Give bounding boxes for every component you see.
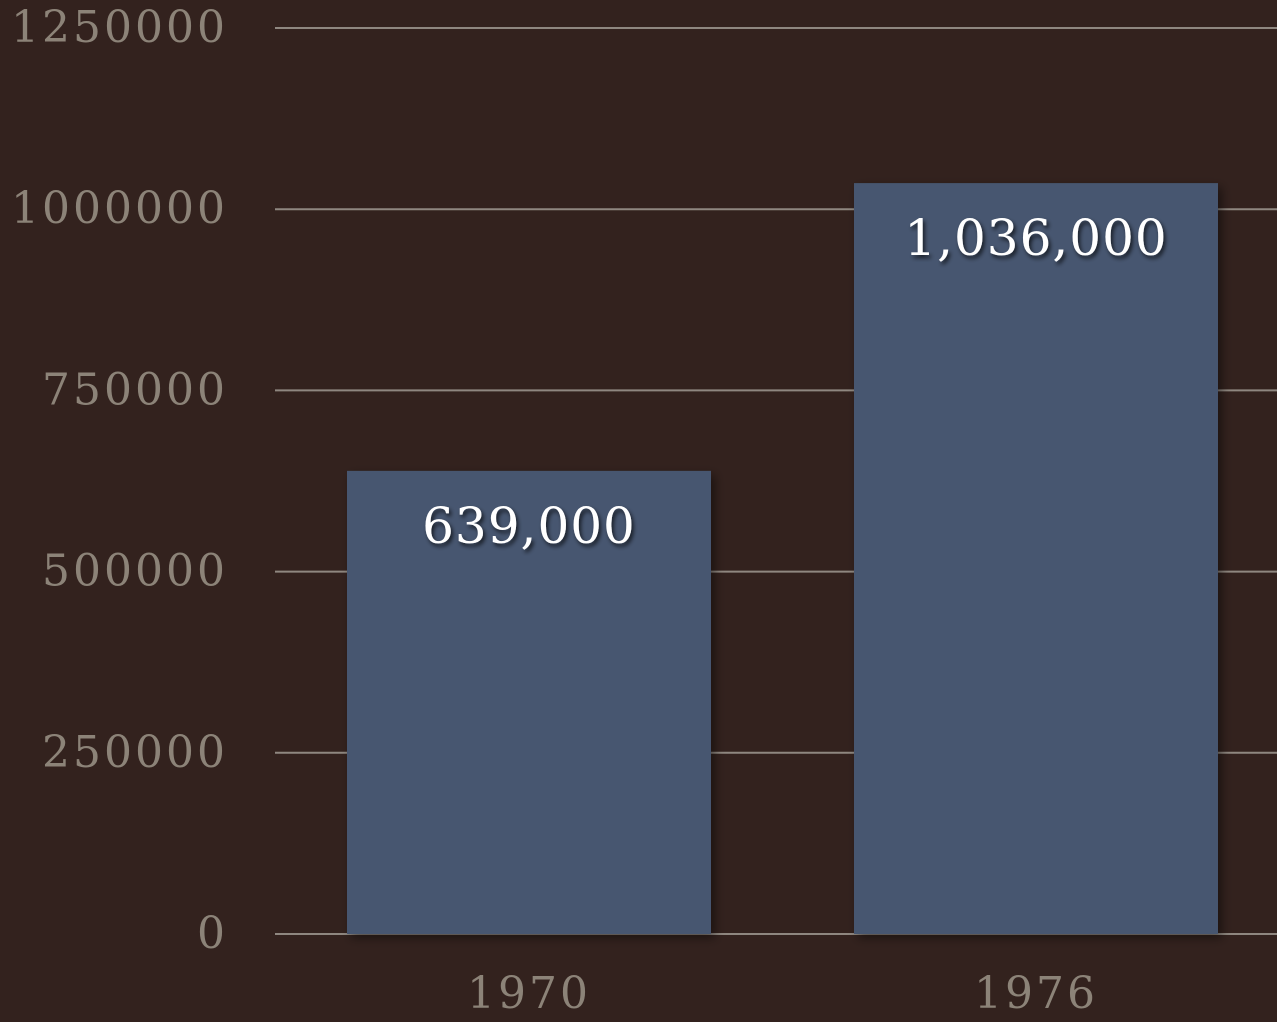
bar [854,183,1218,935]
x-axis-category-labels: 1970 1976 [467,968,1098,1019]
bar [347,470,711,934]
y-tick-label: 500000 [42,546,228,597]
x-category-label: 1976 [974,968,1098,1017]
x-category-label: 1970 [467,968,591,1017]
y-axis-tick-labels: 0 250000 500000 750000 1000000 1250000 [11,2,228,959]
data-label: 1,036,000 [904,209,1167,267]
y-tick-label: 250000 [42,727,228,778]
y-tick-label: 0 [197,908,228,959]
data-label: 639,000 [422,497,636,555]
y-tick-label: 1250000 [11,2,228,53]
data-labels: 639,000 1,036,000 [422,209,1167,555]
y-tick-label: 1000000 [11,183,228,234]
y-tick-label: 750000 [42,364,228,415]
bars [347,183,1218,935]
